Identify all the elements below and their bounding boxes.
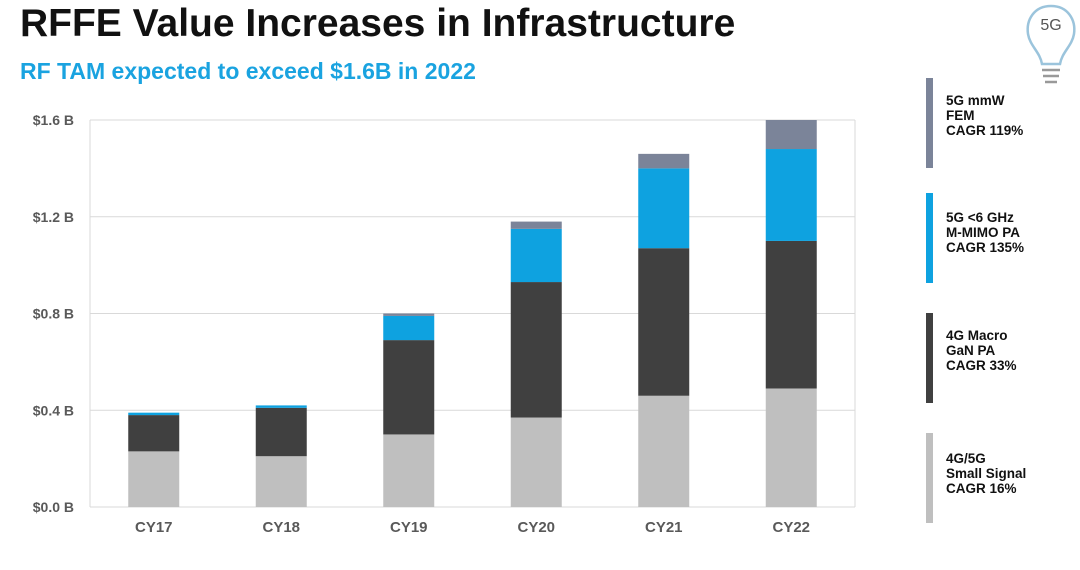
legend-item: 5G mmW FEM CAGR 119%	[926, 78, 1076, 168]
lightbulb-icon: 5G	[1026, 4, 1076, 84]
x-tick-label: CY18	[262, 519, 300, 536]
bar-segment	[510, 228, 562, 283]
bar-segment	[510, 221, 562, 229]
legend-swatch	[926, 433, 933, 523]
bar-segment	[765, 149, 817, 241]
x-tick-label: CY17	[135, 519, 173, 536]
x-tick-label: CY21	[645, 519, 683, 536]
legend-label-line: CAGR 119%	[946, 123, 1024, 138]
legend-swatch	[926, 313, 933, 403]
bar-segment	[383, 313, 435, 316]
gridlines	[89, 119, 856, 508]
bar-segment	[765, 240, 817, 389]
y-tick-label: $1.6 B	[33, 112, 74, 128]
legend-label-line: CAGR 33%	[946, 358, 1017, 373]
bar-segment	[128, 415, 180, 452]
y-tick-label: $1.2 B	[33, 209, 74, 225]
page-title: RFFE Value Increases in Infrastructure	[20, 2, 736, 45]
logo-label: 5G	[1040, 17, 1061, 34]
page-subtitle: RF TAM expected to exceed $1.6B in 2022	[20, 58, 476, 84]
bars	[128, 120, 817, 507]
legend-swatch	[926, 78, 933, 168]
legend-label-line: FEM	[946, 108, 975, 123]
legend-item: 4G Macro GaN PA CAGR 33%	[926, 313, 1076, 403]
legend-label: 4G Macro GaN PA CAGR 33%	[946, 328, 1017, 373]
legend-label-line: CAGR 16%	[946, 481, 1017, 496]
legend-label: 4G/5G Small Signal CAGR 16%	[946, 451, 1026, 496]
bar-segment	[638, 168, 690, 249]
y-tick-label: $0.8 B	[33, 306, 74, 322]
y-tick-label: $0.4 B	[33, 402, 74, 418]
legend-label-line: Small Signal	[946, 466, 1027, 481]
legend-label-line: CAGR 135%	[946, 240, 1025, 255]
bar-segment	[128, 412, 180, 416]
legend-label-line: M-MIMO PA	[946, 225, 1020, 240]
bar-segment	[765, 120, 817, 150]
legend-label: 5G <6 GHz M-MIMO PA CAGR 135%	[946, 210, 1024, 255]
bar-segment	[128, 451, 180, 507]
bar-segment	[638, 153, 690, 169]
legend-swatch	[926, 193, 933, 283]
legend-item: 4G/5G Small Signal CAGR 16%	[926, 433, 1076, 523]
x-tick-label: CY19	[390, 519, 428, 536]
bar-segment	[510, 417, 562, 507]
x-tick-label: CY22	[772, 519, 810, 536]
legend-label-line: 4G Macro	[946, 328, 1008, 343]
bar-segment	[638, 248, 690, 396]
legend-label-line: 5G mmW	[946, 93, 1005, 108]
x-tick-label: CY20	[517, 519, 555, 536]
bar-segment	[255, 405, 307, 408]
bar-segment	[255, 456, 307, 507]
bar-segment	[383, 315, 435, 341]
legend-label-line: 5G <6 GHz	[946, 210, 1014, 225]
y-tick-label: $0.0 B	[33, 499, 74, 515]
bar-segment	[255, 407, 307, 457]
legend-label-line: GaN PA	[946, 343, 996, 358]
legend-label: 5G mmW FEM CAGR 119%	[946, 93, 1023, 138]
tick-labels: $0.0 B $0.4 B $0.8 B $1.2 B $1.6 B CY17 CY18 CY…	[33, 112, 810, 536]
bar-segment	[510, 282, 562, 418]
bar-segment	[383, 434, 435, 507]
bar-segment	[638, 395, 690, 507]
legend-label-line: 4G/5G	[946, 451, 986, 466]
bar-segment	[765, 388, 817, 507]
bar-segment	[383, 340, 435, 435]
legend-item: 5G <6 GHz M-MIMO PA CAGR 135%	[926, 193, 1076, 283]
